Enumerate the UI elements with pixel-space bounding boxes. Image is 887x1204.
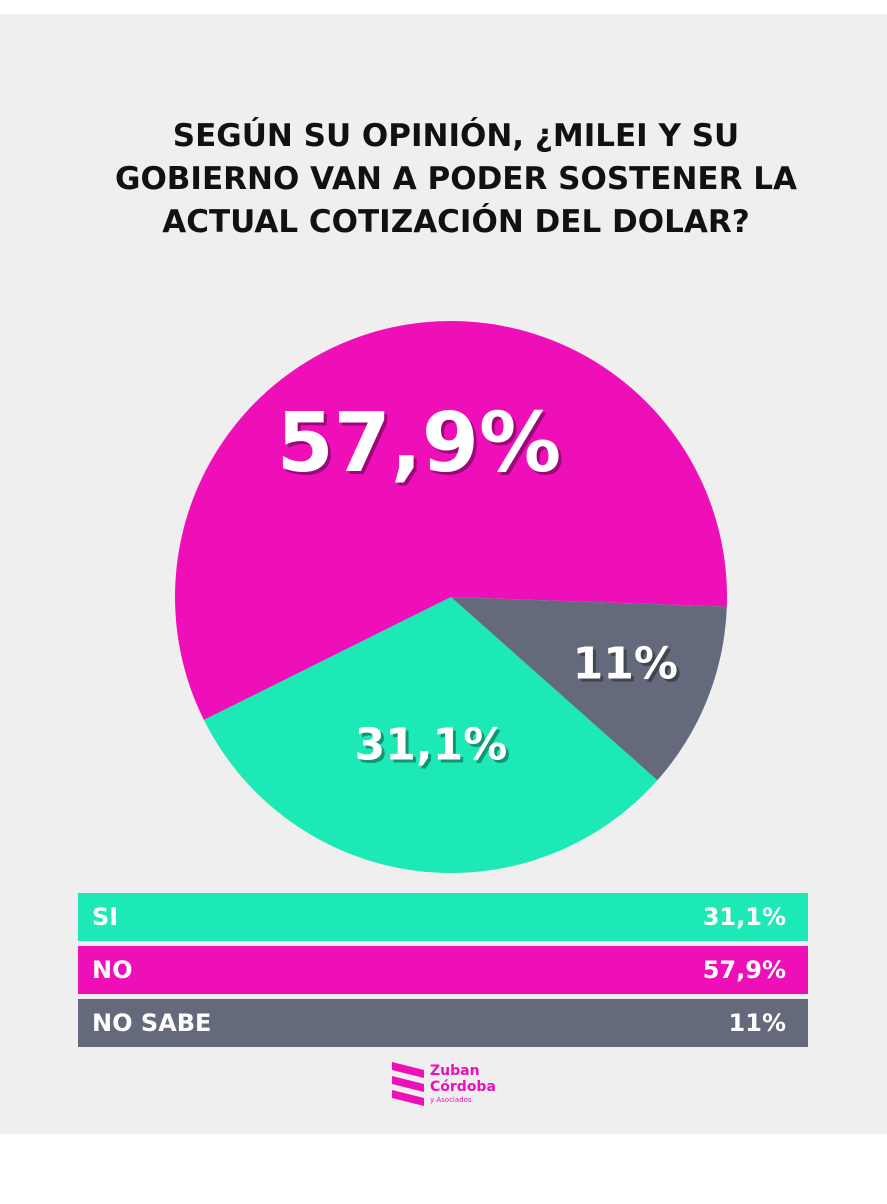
- logo-icon: [392, 1062, 424, 1106]
- title-line: SEGÚN SU OPINIÓN, ¿MILEI Y SU: [173, 117, 739, 154]
- slice-label: 57,9%: [280, 399, 564, 494]
- slice-label: 11%: [576, 642, 681, 693]
- legend-label: SI: [92, 903, 118, 931]
- pie-slice: [451, 597, 727, 781]
- logo-text: y Asociados: [430, 1096, 472, 1104]
- legend-value: 31,1%: [703, 903, 786, 931]
- legend-value: 57,9%: [703, 956, 786, 984]
- title: SEGÚN SU OPINIÓN, ¿MILEI Y SU GOBIERNO VA…: [115, 117, 797, 240]
- legend-row: [78, 946, 808, 994]
- legend-label: NO SABE: [92, 1009, 211, 1037]
- slice-label: 31,1%: [358, 722, 511, 773]
- logo-text: Córdoba: [430, 1079, 496, 1095]
- legend-label: NO: [92, 956, 133, 984]
- pie-slice: [203, 597, 658, 873]
- slice-label: 11%: [573, 639, 678, 690]
- legend-row: [78, 893, 808, 941]
- slice-label: 57,9%: [277, 396, 561, 491]
- logo: Zuban Córdoba y Asociados: [392, 1062, 496, 1106]
- title-line: ACTUAL COTIZACIÓN DEL DOLAR?: [162, 203, 749, 240]
- pie-slice: [174, 320, 727, 720]
- slice-label: 31,1%: [355, 719, 508, 770]
- pie: 31,1%31,1%57,9%57,9%11%11%: [174, 320, 727, 873]
- legend-row: [78, 999, 808, 1047]
- logo-text: Zuban: [430, 1063, 480, 1079]
- title-line: GOBIERNO VAN A PODER SOSTENER LA: [115, 161, 797, 197]
- legend: SI 31,1% NO 57,9% NO SABE 11%: [78, 893, 808, 1047]
- legend-value: 11%: [729, 1009, 786, 1037]
